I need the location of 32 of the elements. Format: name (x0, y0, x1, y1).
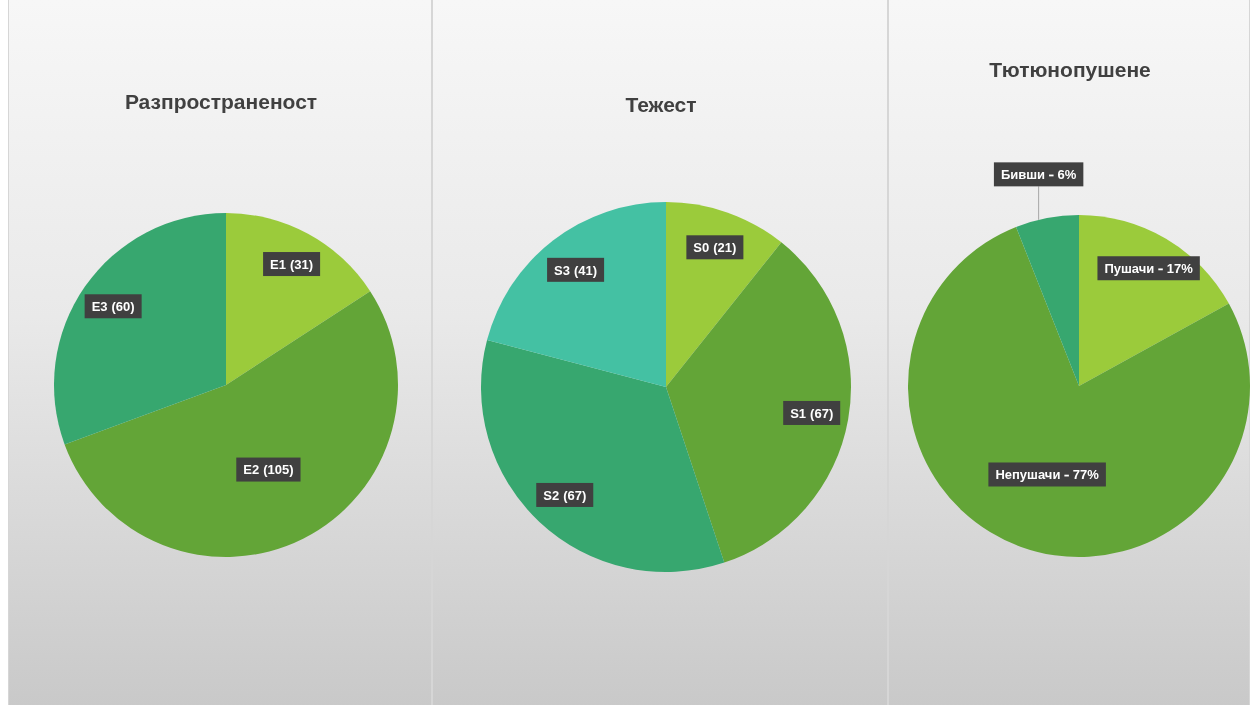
data-label: (105) (263, 462, 294, 478)
data-label: (21) (713, 239, 737, 255)
chart-title: Разпространеност (123, 90, 319, 114)
chart-title: Тежест (624, 93, 698, 117)
slice-label: Пушачи (1104, 260, 1155, 276)
data-label: (67) (810, 405, 834, 421)
pie-slice (908, 227, 1250, 557)
slice-label: S2 (543, 487, 560, 503)
chart-title: Тютюнопушене (988, 58, 1152, 82)
slice-label: E3 (91, 298, 108, 314)
slice-label: Бивши (1000, 167, 1046, 183)
slice-label: Непушачи (995, 467, 1061, 483)
slice-label: S1 (790, 405, 807, 421)
data-label: (60) (111, 298, 135, 314)
data-label: (31) (289, 256, 314, 272)
pie-slice (487, 202, 666, 387)
data-label: 6% (1057, 167, 1077, 183)
pie-slice (1016, 215, 1079, 386)
pie-slice (64, 291, 398, 557)
slice-label: E1 (270, 256, 286, 272)
pie-slice (481, 340, 725, 572)
pie-slice (226, 213, 371, 385)
slice-label: E2 (243, 462, 260, 478)
data-label: 17% (1166, 260, 1194, 276)
data-label: 77% (1072, 467, 1100, 483)
pie-slice (54, 213, 226, 445)
slice-label: S0 (693, 239, 710, 255)
pie-slice (666, 242, 851, 563)
data-label: (67) (563, 487, 587, 503)
pie-slice (666, 202, 782, 387)
data-label: (41) (573, 262, 598, 278)
slice-label: S3 (554, 262, 570, 278)
